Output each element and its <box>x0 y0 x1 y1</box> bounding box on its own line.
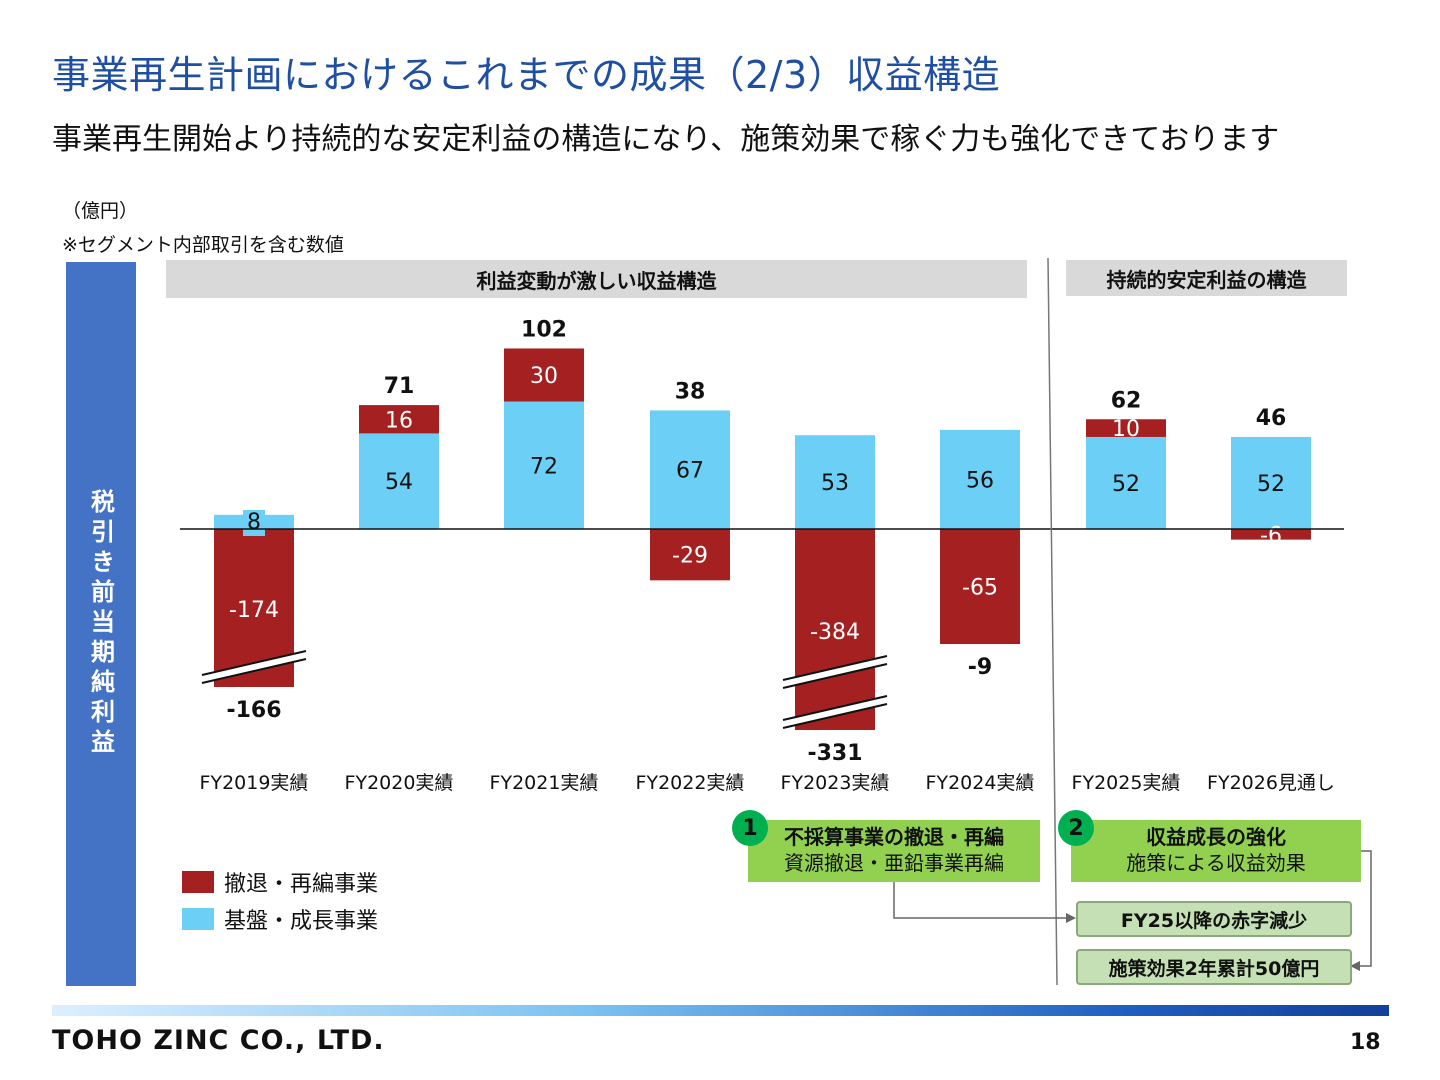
box2-title: 収益成長の強化 <box>1146 825 1286 849</box>
axis-break-fy2019-gap <box>202 651 306 683</box>
bar-base-6 <box>1086 436 1166 529</box>
connector-box2-arrow <box>1350 961 1360 971</box>
label-total-6: 62 <box>1111 388 1142 413</box>
label-total-1: 71 <box>384 374 415 399</box>
bar-base-5 <box>940 429 1020 529</box>
bar-base-3 <box>650 410 730 529</box>
bar-base-2 <box>504 401 584 529</box>
box2-number-badge: 2 <box>1058 810 1094 846</box>
tick-label-1: FY2020実績 <box>345 772 454 794</box>
label-withdraw-5: -65 <box>962 576 998 601</box>
bar-withdraw-4 <box>795 529 875 730</box>
bar-withdraw-6 <box>1086 419 1166 437</box>
note-label: ※セグメント内部取引を含む数値 <box>62 234 344 256</box>
box2-text: 施策による収益効果 <box>1126 851 1306 875</box>
connector-box2-to-pill2 <box>1358 850 1372 967</box>
label-base-7: 52 <box>1257 472 1285 497</box>
tick-label-2: FY2021実績 <box>490 772 599 794</box>
box-withdraw-restructure: 不採算事業の撤退・再編 資源撤退・亜鉛事業再編 <box>748 820 1040 882</box>
bar-withdraw-1 <box>359 405 439 434</box>
label-base-3: 67 <box>676 459 704 484</box>
y-axis-label-box: 税引き前当期純利益 <box>66 262 136 986</box>
legend-swatch-blue <box>182 908 214 930</box>
connector-box1-arrow <box>1066 913 1076 923</box>
legend-label-blue: 基盤・成長事業 <box>224 909 379 934</box>
axis-break-fy2023-lower-line-b <box>782 703 888 729</box>
bar-withdraw-7 <box>1231 529 1311 540</box>
unit-label: （億円） <box>62 200 139 222</box>
page-number: 18 <box>1350 1030 1381 1055</box>
label-base-6: 52 <box>1112 472 1140 497</box>
label-withdraw-6: 10 <box>1112 417 1140 442</box>
band-stable-structure: 持続的安定利益の構造 <box>1066 260 1347 296</box>
label-base-4: 53 <box>821 471 849 496</box>
legend-label-red: 撤退・再編事業 <box>224 872 379 897</box>
bar-withdraw-2 <box>504 348 584 402</box>
label-withdraw-2: 30 <box>530 364 558 389</box>
axis-break-fy2023-upper-gap <box>783 656 887 688</box>
box1-title: 不採算事業の撤退・再編 <box>784 825 1004 849</box>
box1-text: 資源撤退・亜鉛事業再編 <box>784 851 1004 875</box>
pill-deficit-reduction: FY25以降の赤字減少 <box>1076 901 1352 937</box>
label-base-1: 54 <box>385 470 413 495</box>
bar-base-7 <box>1231 436 1311 529</box>
label-base-0: 8 <box>247 510 261 535</box>
legend-item-blue: 基盤・成長事業 <box>182 903 378 935</box>
label-withdraw-1: 16 <box>385 408 413 433</box>
label-base-5: 56 <box>966 468 994 493</box>
label-withdraw-4: -384 <box>810 620 860 645</box>
label-total-3: 38 <box>675 379 706 404</box>
axis-break-fy2019-line-b <box>201 658 307 684</box>
bar-withdraw-5 <box>940 529 1020 645</box>
footer-gradient-bar <box>52 1005 1389 1016</box>
tick-label-4: FY2023実績 <box>781 772 890 794</box>
y-axis-label: 税引き前当期純利益 <box>86 489 115 759</box>
label-withdraw-0: -174 <box>229 598 279 623</box>
tick-label-5: FY2024実績 <box>926 772 1035 794</box>
page-subtitle: 事業再生開始より持続的な安定利益の構造になり、施策効果で稼ぐ力も強化できておりま… <box>52 122 1280 157</box>
profit-bar-chart: -1748-166FY2019実績165471FY2020実績3072102FY… <box>180 257 1372 986</box>
label-total-7: 46 <box>1256 406 1287 431</box>
axis-break-fy2023-lower-line-a <box>782 695 888 721</box>
legend-swatch-red <box>182 871 214 893</box>
label-withdraw-3: -29 <box>672 544 708 569</box>
tick-label-3: FY2022実績 <box>636 772 745 794</box>
bar-base-4 <box>795 435 875 529</box>
label-base-2: 72 <box>530 454 558 479</box>
bar-withdraw-3 <box>650 529 730 581</box>
label-total-0: -166 <box>226 698 281 723</box>
axis-break-fy2023-upper-line-b <box>782 663 888 689</box>
label-total-2: 102 <box>521 317 567 342</box>
pill-effect-cumulative: 施策効果2年累計50億円 <box>1076 949 1352 985</box>
label-total-5: -9 <box>968 655 992 680</box>
tick-label-6: FY2025実績 <box>1072 772 1181 794</box>
axis-break-fy2023-lower-gap <box>783 696 887 728</box>
period-separator-line <box>1047 257 1058 986</box>
axis-break-fy2019-line-a <box>201 650 307 676</box>
box1-number-badge: 1 <box>732 810 768 846</box>
page-title: 事業再生計画におけるこれまでの成果（2/3）収益構造 <box>52 53 1001 97</box>
band-volatile-structure: 利益変動が激しい収益構造 <box>166 260 1027 298</box>
label-total-4: -331 <box>807 741 862 766</box>
box-profit-growth: 収益成長の強化 施策による収益効果 <box>1071 820 1361 882</box>
connector-box1-to-pill1 <box>893 882 1068 919</box>
label-withdraw-7: -6 <box>1260 523 1282 548</box>
company-name: TOHO ZINC CO., LTD. <box>52 1025 385 1056</box>
axis-break-fy2023-upper-line-a <box>782 655 888 681</box>
tick-label-0: FY2019実績 <box>200 772 309 794</box>
legend-item-red: 撤退・再編事業 <box>182 866 378 898</box>
tick-label-7: FY2026見通し <box>1207 772 1335 794</box>
bar-base-1 <box>359 433 439 529</box>
